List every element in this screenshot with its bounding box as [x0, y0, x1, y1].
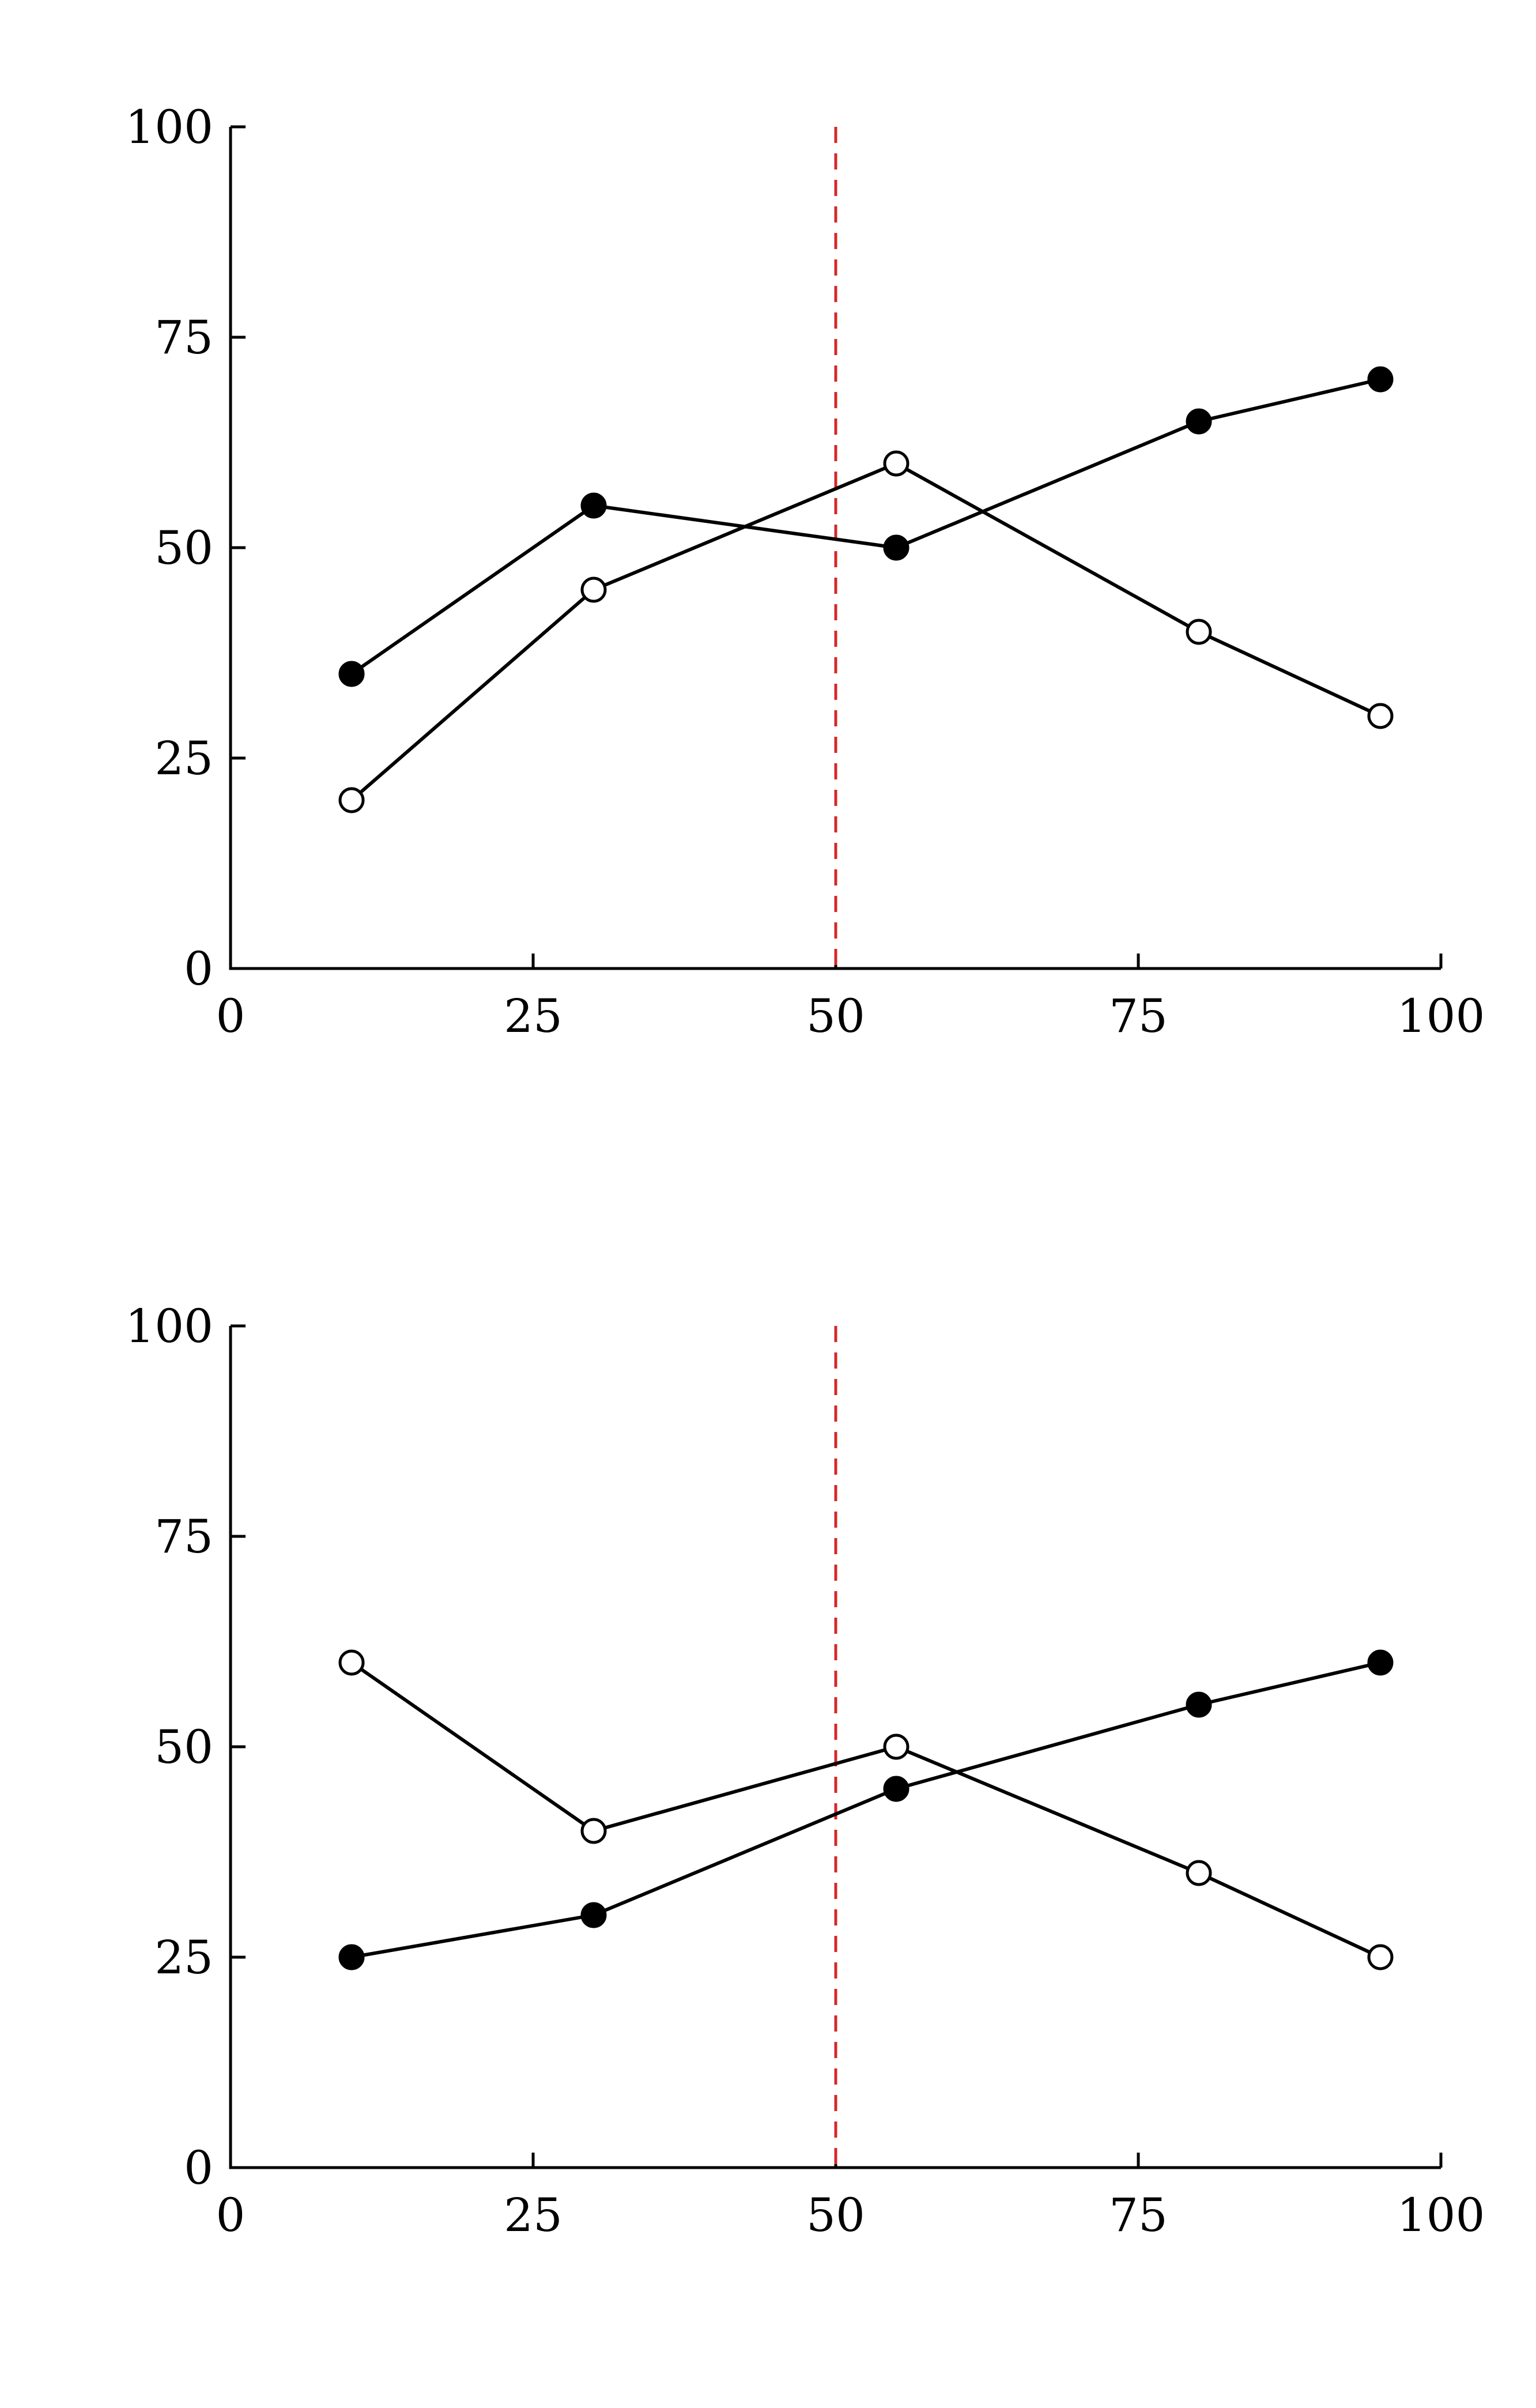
y-tick-label: 25 — [154, 732, 213, 785]
y-tick-label: 75 — [154, 1510, 213, 1563]
series-1-point — [580, 1902, 607, 1928]
chart-panel-bottom: 0 25 50 75 100 0 25 50 75 100 — [0, 1222, 1536, 2375]
x-tick-label: 50 — [806, 989, 865, 1043]
series-0-point — [338, 1649, 365, 1676]
y-tick-label: 75 — [154, 311, 213, 364]
x-tick-label: 75 — [1109, 2188, 1168, 2242]
series-0-line — [350, 462, 1382, 802]
x-tick-label: 100 — [1397, 989, 1485, 1043]
y-tick-label: 50 — [154, 1720, 213, 1774]
x-tick-label: 25 — [504, 989, 563, 1043]
y-tick-label: 0 — [184, 2141, 213, 2195]
series-1-point — [1367, 1649, 1394, 1676]
x-tick-label: 0 — [216, 989, 246, 1043]
x-tick-label: 0 — [216, 2188, 246, 2242]
series-0-point — [338, 787, 365, 813]
series-1-point — [1186, 408, 1212, 435]
chart-top: 0 25 50 75 100 0 25 50 75 100 — [125, 100, 1485, 1043]
series-1-point — [883, 1776, 909, 1802]
series-1-point — [1367, 366, 1394, 393]
axis-frame — [229, 1326, 1441, 2169]
chart-panel-top: 0 25 50 75 100 0 25 50 75 100 — [0, 23, 1536, 1176]
x-tick-label: 50 — [806, 2188, 865, 2242]
x-tick-label: 75 — [1109, 989, 1168, 1043]
series-0-point — [883, 1734, 909, 1760]
chart-bottom: 0 25 50 75 100 0 25 50 75 100 — [125, 1299, 1485, 2242]
series-1-line — [350, 378, 1381, 676]
y-tick-label: 0 — [184, 942, 213, 996]
series-1-point — [1186, 1691, 1212, 1718]
series-1-point — [883, 534, 909, 561]
series-0-point — [1367, 703, 1394, 729]
x-tick-label: 100 — [1397, 2188, 1485, 2242]
series-1-point — [338, 661, 365, 687]
series-0-point — [580, 576, 607, 603]
series-1-point — [580, 492, 607, 519]
series-1-line — [351, 1661, 1381, 1959]
y-tick-label: 50 — [154, 521, 213, 575]
y-tick-label: 25 — [154, 1931, 213, 1984]
y-tick-label: 100 — [125, 1299, 213, 1353]
series-0-point — [1367, 1944, 1394, 1970]
series-0-point — [580, 1818, 607, 1844]
x-tick-label: 25 — [504, 2188, 563, 2242]
axis-frame — [229, 127, 1441, 970]
series-0-line — [350, 1661, 1382, 1959]
series-1-point — [338, 1944, 365, 1970]
series-0-point — [1186, 619, 1212, 645]
series-0-point — [883, 450, 909, 477]
series-0-point — [1186, 1860, 1212, 1886]
y-tick-label: 100 — [125, 100, 213, 154]
